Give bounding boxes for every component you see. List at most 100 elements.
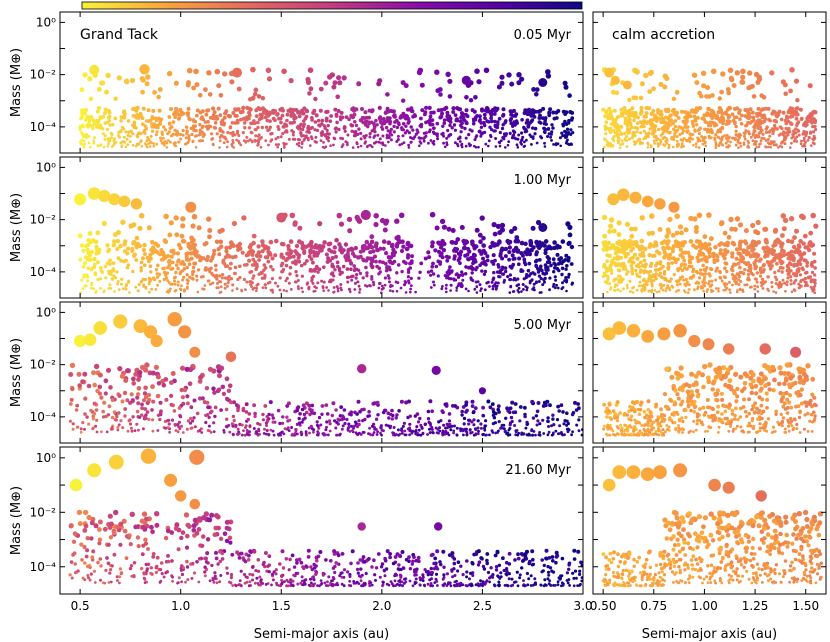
body-point: [805, 270, 809, 275]
body-point: [398, 143, 402, 147]
body-point: [267, 128, 271, 132]
body-point: [218, 280, 221, 283]
body-point: [659, 139, 662, 142]
body-point: [552, 282, 556, 286]
body-point: [191, 213, 198, 220]
body-point: [666, 261, 671, 266]
body-point: [444, 287, 448, 290]
body-point: [504, 269, 508, 274]
body-point: [119, 119, 123, 123]
body-point: [323, 146, 326, 149]
body-point: [101, 115, 105, 119]
body-point: [541, 106, 546, 111]
body-point: [779, 261, 784, 266]
body-point: [522, 125, 526, 130]
body-point: [665, 245, 670, 250]
body-point: [445, 110, 450, 115]
body-point: [731, 118, 736, 123]
body-point: [186, 106, 191, 111]
body-point: [350, 124, 354, 128]
body-point: [427, 255, 432, 260]
body-point: [513, 424, 517, 427]
body-point: [187, 134, 191, 138]
body-point: [469, 255, 474, 260]
body-point: [803, 245, 808, 250]
body-point: [202, 132, 206, 136]
body-point: [630, 112, 634, 117]
body-point: [552, 240, 557, 245]
body-point: [810, 264, 814, 268]
body-point: [614, 90, 620, 96]
body-point: [299, 123, 303, 127]
body-point: [478, 114, 482, 119]
body-point: [426, 270, 431, 274]
body-point: [127, 279, 131, 283]
body-point: [726, 139, 730, 143]
body-point: [260, 125, 264, 130]
body-point: [704, 144, 707, 148]
body-point: [214, 239, 220, 245]
body-point: [276, 125, 280, 129]
body-point: [291, 137, 295, 141]
body-point: [156, 263, 160, 268]
body-point: [738, 258, 743, 262]
body-point: [746, 139, 750, 143]
body-point: [516, 72, 522, 78]
body-point: [744, 248, 749, 253]
body-point: [338, 221, 345, 227]
body-point: [166, 426, 170, 430]
body-point: [697, 243, 702, 248]
body-point: [694, 80, 700, 86]
body-point: [314, 135, 318, 139]
body-point: [570, 116, 575, 120]
body-point: [638, 260, 643, 265]
body-point: [456, 144, 460, 148]
body-point: [383, 283, 387, 287]
body-point: [706, 212, 712, 218]
body-point: [263, 283, 267, 287]
body-point: [509, 112, 513, 117]
body-point: [628, 118, 632, 122]
body-point: [372, 127, 376, 131]
body-point: [345, 267, 350, 271]
body-point: [492, 276, 496, 280]
body-point: [154, 288, 158, 291]
body-point: [537, 280, 541, 283]
body-point: [276, 284, 280, 288]
body-point: [191, 270, 195, 274]
body-point: [611, 137, 615, 141]
body-point: [480, 287, 483, 290]
body-point: [175, 129, 179, 133]
body-point: [792, 264, 796, 268]
body-point: [676, 289, 679, 293]
body-point: [631, 95, 636, 100]
body-point: [793, 78, 800, 84]
body-point: [733, 279, 737, 283]
body-point: [756, 285, 759, 289]
body-point: [79, 116, 83, 121]
body-point: [800, 139, 803, 143]
body-point: [169, 287, 172, 291]
body-point: [549, 132, 553, 136]
body-point: [766, 287, 770, 291]
body-point: [334, 130, 338, 134]
body-point: [428, 122, 432, 127]
body-point: [641, 141, 644, 145]
body-point: [325, 286, 328, 289]
body-point: [486, 120, 491, 124]
body-point: [798, 107, 803, 112]
body-point: [107, 271, 111, 276]
body-point: [655, 261, 660, 266]
body-point: [322, 141, 325, 144]
body-point: [384, 119, 389, 124]
body-point: [502, 280, 506, 284]
body-point: [323, 80, 329, 86]
body-point: [789, 279, 793, 282]
body-point: [271, 288, 274, 292]
body-point: [488, 244, 493, 250]
body-point: [310, 403, 315, 408]
body-point: [699, 258, 704, 262]
body-point: [191, 118, 196, 122]
body-point: [171, 248, 176, 253]
body-point: [332, 80, 338, 86]
